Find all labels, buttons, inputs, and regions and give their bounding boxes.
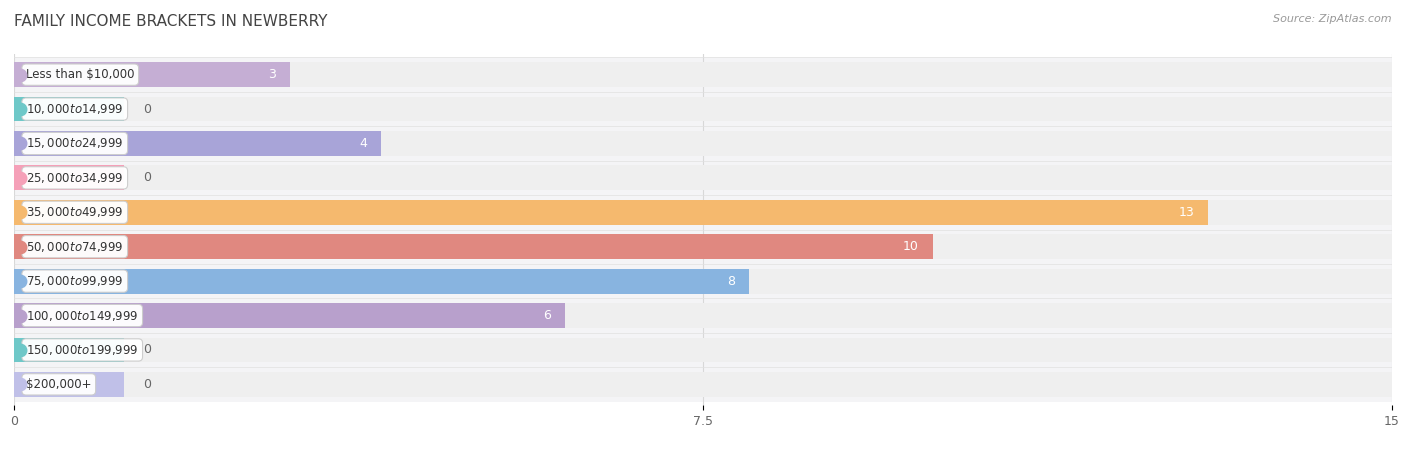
Text: 0: 0 bbox=[142, 343, 150, 356]
Bar bbox=[14, 269, 1392, 293]
Bar bbox=[14, 200, 1392, 225]
Text: 0: 0 bbox=[142, 171, 150, 184]
Bar bbox=[14, 97, 1392, 122]
Bar bbox=[14, 97, 124, 122]
Text: 0: 0 bbox=[142, 103, 150, 116]
Text: 6: 6 bbox=[544, 309, 551, 322]
Bar bbox=[14, 92, 1392, 126]
Text: FAMILY INCOME BRACKETS IN NEWBERRY: FAMILY INCOME BRACKETS IN NEWBERRY bbox=[14, 14, 328, 28]
Text: $150,000 to $199,999: $150,000 to $199,999 bbox=[25, 343, 138, 357]
Bar bbox=[14, 269, 749, 293]
Text: 4: 4 bbox=[360, 137, 368, 150]
Bar bbox=[14, 372, 124, 397]
Bar bbox=[14, 234, 932, 259]
Bar bbox=[14, 62, 290, 87]
Bar bbox=[14, 298, 1392, 333]
Bar bbox=[14, 367, 1392, 401]
Bar bbox=[14, 338, 124, 362]
Bar bbox=[14, 303, 565, 328]
Bar bbox=[14, 338, 1392, 362]
Text: $50,000 to $74,999: $50,000 to $74,999 bbox=[25, 240, 124, 254]
Bar bbox=[14, 161, 1392, 195]
Bar bbox=[14, 264, 1392, 298]
Bar bbox=[14, 126, 1392, 161]
Bar bbox=[14, 131, 381, 156]
Text: $35,000 to $49,999: $35,000 to $49,999 bbox=[25, 205, 124, 219]
Text: $200,000+: $200,000+ bbox=[25, 378, 91, 391]
Bar bbox=[14, 166, 1392, 190]
Bar bbox=[14, 62, 1392, 87]
Bar bbox=[14, 333, 1392, 367]
Text: Less than $10,000: Less than $10,000 bbox=[25, 68, 135, 81]
Text: $75,000 to $99,999: $75,000 to $99,999 bbox=[25, 274, 124, 288]
Bar bbox=[14, 131, 1392, 156]
Text: 3: 3 bbox=[269, 68, 276, 81]
Text: $10,000 to $14,999: $10,000 to $14,999 bbox=[25, 102, 124, 116]
Bar bbox=[14, 200, 1208, 225]
Text: 0: 0 bbox=[142, 378, 150, 391]
Bar bbox=[14, 230, 1392, 264]
Bar bbox=[14, 234, 1392, 259]
Text: 8: 8 bbox=[727, 274, 735, 288]
Text: 10: 10 bbox=[903, 240, 920, 253]
Text: $15,000 to $24,999: $15,000 to $24,999 bbox=[25, 136, 124, 150]
Bar bbox=[14, 372, 1392, 397]
Bar bbox=[14, 58, 1392, 92]
Text: Source: ZipAtlas.com: Source: ZipAtlas.com bbox=[1274, 14, 1392, 23]
Text: $25,000 to $34,999: $25,000 to $34,999 bbox=[25, 171, 124, 185]
Text: $100,000 to $149,999: $100,000 to $149,999 bbox=[25, 309, 138, 323]
Bar bbox=[14, 303, 1392, 328]
Text: 13: 13 bbox=[1178, 206, 1195, 219]
Bar bbox=[14, 166, 124, 190]
Bar bbox=[14, 195, 1392, 230]
